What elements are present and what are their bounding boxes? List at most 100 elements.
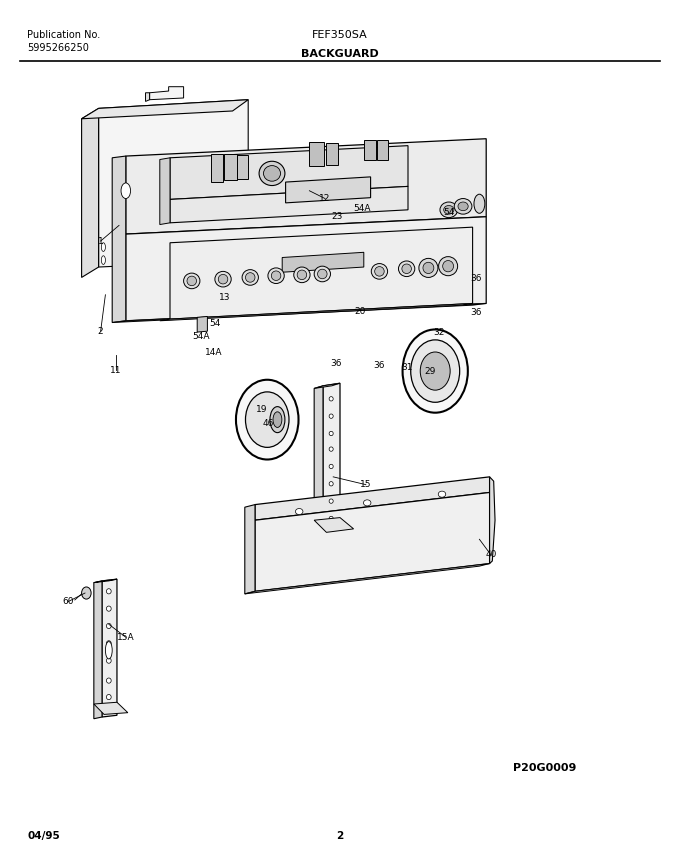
Ellipse shape: [106, 623, 112, 629]
Text: 04/95: 04/95: [27, 831, 60, 841]
Ellipse shape: [402, 264, 411, 274]
Polygon shape: [102, 579, 117, 717]
Ellipse shape: [105, 642, 112, 659]
Ellipse shape: [440, 202, 458, 218]
Polygon shape: [126, 139, 486, 234]
Text: 13: 13: [219, 293, 230, 302]
Text: FEF350SA: FEF350SA: [312, 30, 368, 41]
Ellipse shape: [106, 658, 112, 663]
Ellipse shape: [329, 499, 333, 503]
Ellipse shape: [242, 270, 258, 285]
Ellipse shape: [270, 407, 285, 433]
Polygon shape: [126, 217, 486, 321]
Polygon shape: [170, 146, 408, 199]
Ellipse shape: [268, 268, 284, 284]
Ellipse shape: [375, 266, 384, 276]
Ellipse shape: [329, 396, 333, 401]
Ellipse shape: [273, 412, 282, 427]
Polygon shape: [170, 186, 408, 223]
Ellipse shape: [259, 161, 285, 186]
Text: 54: 54: [443, 208, 454, 217]
Ellipse shape: [218, 274, 228, 284]
Ellipse shape: [439, 257, 458, 276]
Polygon shape: [364, 140, 376, 160]
Text: 54A: 54A: [353, 205, 371, 213]
Ellipse shape: [329, 431, 333, 435]
Ellipse shape: [443, 205, 454, 214]
Circle shape: [245, 392, 289, 447]
Ellipse shape: [106, 694, 112, 700]
Polygon shape: [255, 477, 490, 520]
Circle shape: [82, 587, 91, 599]
Ellipse shape: [271, 271, 281, 280]
Ellipse shape: [184, 273, 200, 289]
Ellipse shape: [215, 271, 231, 287]
Polygon shape: [314, 518, 354, 532]
Polygon shape: [170, 227, 473, 319]
Polygon shape: [237, 155, 248, 179]
Text: 19: 19: [256, 405, 267, 414]
Ellipse shape: [329, 464, 333, 468]
Text: 23: 23: [332, 212, 343, 221]
Text: 5995266250: 5995266250: [27, 43, 89, 54]
Ellipse shape: [187, 276, 197, 286]
Ellipse shape: [329, 482, 333, 486]
Polygon shape: [94, 702, 128, 714]
Circle shape: [411, 340, 460, 402]
Text: 2: 2: [337, 831, 343, 841]
Polygon shape: [224, 154, 237, 180]
Polygon shape: [150, 87, 184, 100]
Text: P20G0009: P20G0009: [513, 763, 577, 773]
Circle shape: [420, 352, 450, 390]
Ellipse shape: [294, 267, 310, 283]
Ellipse shape: [295, 508, 303, 514]
Ellipse shape: [106, 678, 112, 683]
Ellipse shape: [329, 414, 333, 418]
Text: 36: 36: [471, 308, 481, 316]
Polygon shape: [377, 140, 388, 160]
Polygon shape: [160, 303, 473, 321]
Polygon shape: [82, 100, 248, 119]
Text: 54: 54: [209, 319, 220, 328]
Circle shape: [403, 329, 468, 413]
Text: 32: 32: [434, 328, 445, 336]
Polygon shape: [326, 143, 338, 165]
Ellipse shape: [264, 166, 280, 181]
Polygon shape: [245, 505, 255, 594]
Ellipse shape: [423, 262, 434, 274]
Polygon shape: [112, 156, 126, 323]
Ellipse shape: [106, 589, 112, 594]
Text: 14A: 14A: [205, 348, 222, 356]
Ellipse shape: [443, 260, 454, 272]
Polygon shape: [94, 579, 117, 583]
Polygon shape: [323, 383, 340, 531]
Text: 12: 12: [320, 194, 330, 203]
Text: 11: 11: [110, 366, 121, 375]
Polygon shape: [82, 108, 99, 277]
Polygon shape: [286, 177, 371, 203]
Ellipse shape: [329, 516, 333, 520]
Ellipse shape: [106, 606, 112, 611]
Text: 40: 40: [486, 551, 496, 559]
Ellipse shape: [106, 641, 112, 646]
Text: 36: 36: [330, 359, 341, 368]
Ellipse shape: [371, 264, 388, 279]
Text: 15: 15: [360, 480, 371, 489]
Ellipse shape: [121, 183, 131, 199]
Ellipse shape: [398, 261, 415, 277]
Circle shape: [236, 380, 299, 460]
Text: 15A: 15A: [117, 633, 135, 642]
Ellipse shape: [458, 202, 469, 211]
Polygon shape: [112, 303, 486, 323]
Polygon shape: [490, 477, 495, 564]
Text: 20: 20: [355, 307, 366, 316]
Ellipse shape: [454, 199, 472, 214]
Ellipse shape: [329, 447, 333, 451]
Ellipse shape: [101, 256, 105, 264]
Text: 60: 60: [63, 597, 73, 606]
Text: 1: 1: [98, 237, 103, 245]
Polygon shape: [314, 386, 323, 534]
Polygon shape: [245, 564, 490, 594]
Text: 29: 29: [425, 367, 436, 375]
Text: 36: 36: [471, 274, 481, 283]
